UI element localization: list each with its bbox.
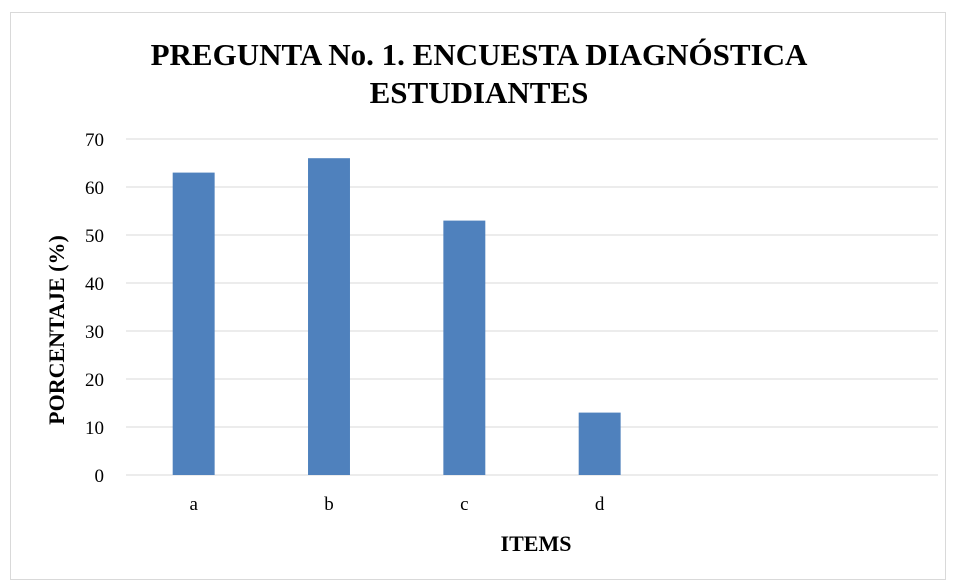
bar-b [308,158,350,475]
bar-c [443,220,486,475]
x-tick-labels: a b c d [189,494,604,515]
y-tick-label: 10 [85,418,104,439]
x-axis-title: ITEMS [501,531,572,556]
y-tick-label: 70 [85,130,104,151]
y-tick-labels: 0 10 20 30 40 50 60 70 [85,130,104,487]
x-tick-label: b [324,494,334,515]
bars [172,158,621,475]
y-tick-label: 0 [95,466,105,487]
bar-a [172,172,215,475]
y-tick-label: 60 [85,178,104,199]
y-tick-label: 30 [85,322,104,343]
x-tick-label: a [189,494,198,515]
y-tick-label: 20 [85,370,104,391]
bar-d [578,412,621,475]
chart-title-line-1: PREGUNTA No. 1. ENCUESTA DIAGNÓSTICA [150,37,808,72]
y-tick-label: 40 [85,274,104,295]
chart-title: PREGUNTA No. 1. ENCUESTA DIAGNÓSTICA EST… [0,36,958,112]
y-tick-label: 50 [85,226,104,247]
y-axis-title: PORCENTAJE (%) [44,235,69,425]
chart-title-line-2: ESTUDIANTES [369,75,589,110]
gridlines [126,138,938,428]
x-tick-label: d [595,494,605,515]
x-tick-label: c [460,494,468,515]
